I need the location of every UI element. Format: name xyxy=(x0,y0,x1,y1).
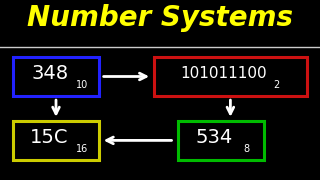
Text: 16: 16 xyxy=(76,144,88,154)
Text: 15C: 15C xyxy=(30,128,69,147)
Text: Number Systems: Number Systems xyxy=(27,4,293,32)
Text: 10: 10 xyxy=(76,80,88,90)
Bar xyxy=(178,121,264,160)
Bar xyxy=(154,57,307,96)
Text: 101011100: 101011100 xyxy=(181,66,267,81)
Text: 8: 8 xyxy=(244,144,250,154)
Bar xyxy=(13,121,99,160)
Bar xyxy=(13,57,99,96)
Text: 534: 534 xyxy=(196,128,233,147)
Text: 348: 348 xyxy=(31,64,68,83)
Text: 2: 2 xyxy=(273,80,280,90)
